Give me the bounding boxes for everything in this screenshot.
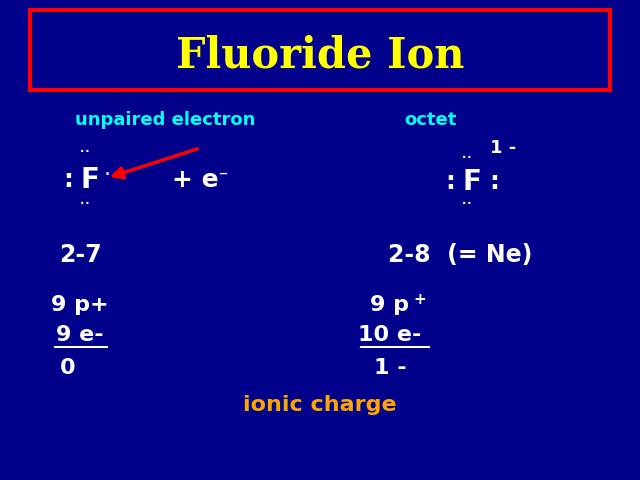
Text: 2-7: 2-7 [59,243,101,267]
Text: :: : [445,170,455,194]
Text: F: F [81,166,99,194]
Text: 1 -: 1 - [490,139,516,157]
Text: :: : [63,168,73,192]
Text: ··: ·· [79,195,92,215]
Text: unpaired electron: unpaired electron [75,111,255,129]
Text: 2-8  (= Ne): 2-8 (= Ne) [388,243,532,267]
Text: 9 p+: 9 p+ [51,295,109,315]
Text: ··: ·· [461,148,473,168]
Text: ·: · [104,165,111,185]
Text: :: : [489,170,499,194]
Text: 10 e-: 10 e- [358,325,422,345]
Text: 9 p: 9 p [371,295,410,315]
Text: ··: ·· [461,195,473,215]
Text: 0: 0 [60,358,76,378]
Text: –: – [218,164,227,182]
Text: Fluoride Ion: Fluoride Ion [176,34,464,76]
Text: +: + [413,291,426,307]
Text: 1 -: 1 - [374,358,406,378]
Text: + e: + e [172,168,218,192]
Text: F: F [463,168,481,196]
Text: 9 e-: 9 e- [56,325,104,345]
FancyBboxPatch shape [30,10,610,90]
Text: ··: ·· [79,143,92,161]
Text: octet: octet [404,111,456,129]
Text: ionic charge: ionic charge [243,395,397,415]
